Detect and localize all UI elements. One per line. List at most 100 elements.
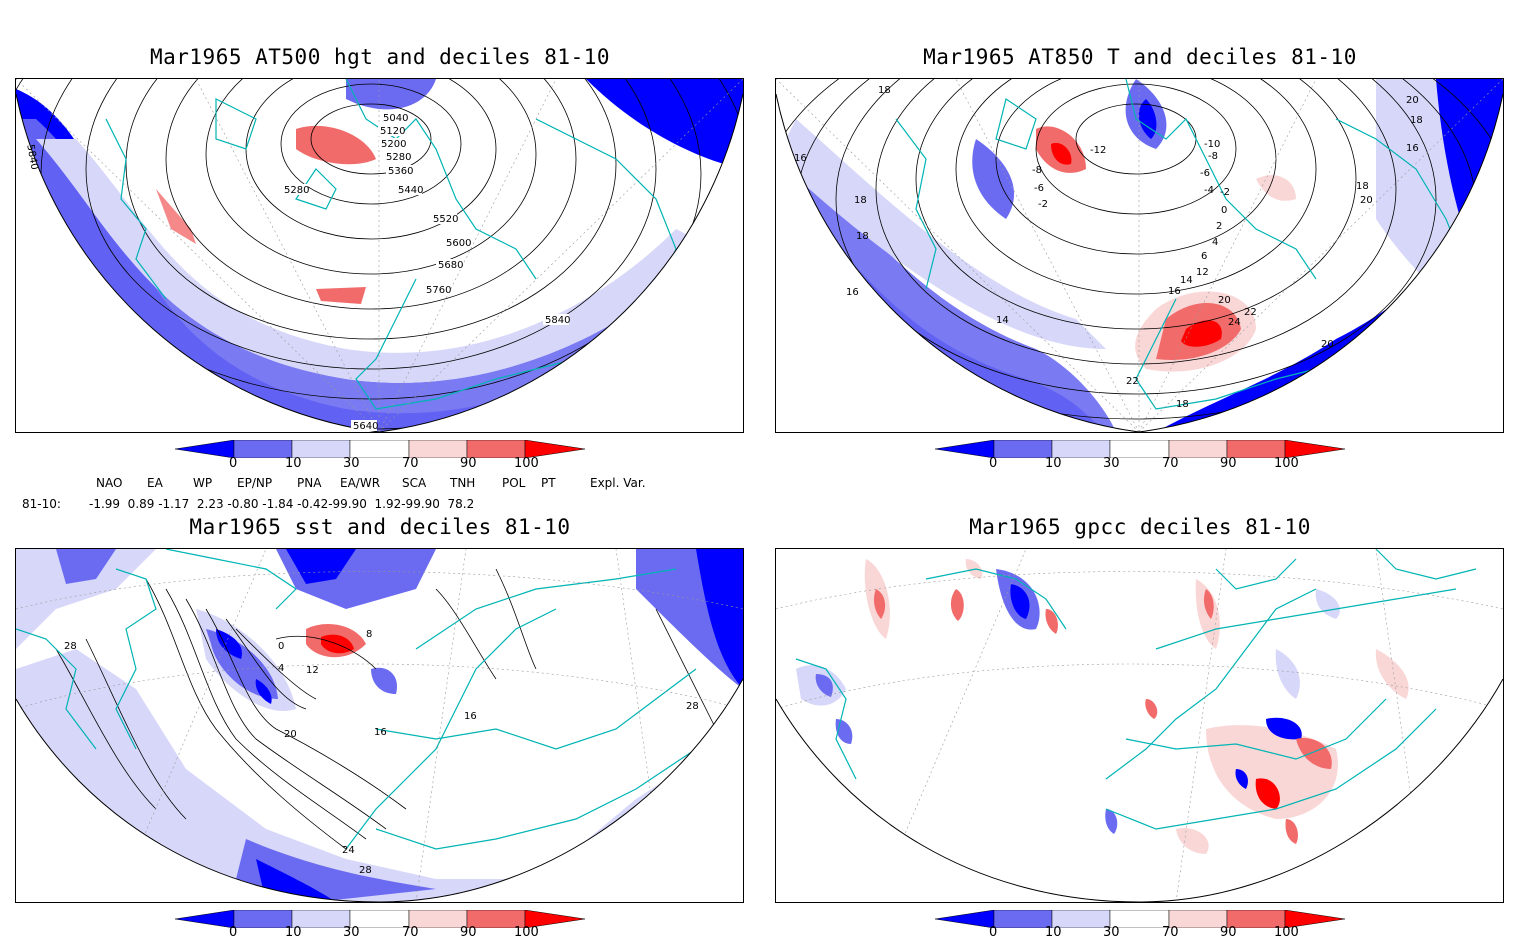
colorbar-tick: 70 xyxy=(402,456,419,471)
colorbar-tick: 90 xyxy=(460,456,477,471)
contour-label: 5120 xyxy=(380,126,405,137)
colorbar-tick: 70 xyxy=(1162,925,1179,940)
contour-label: -2 xyxy=(1038,199,1048,210)
map-panel-hgt500: 5040 5120 5200 5280 5360 5280 5440 5520 … xyxy=(15,78,744,433)
panel-title-hgt500: Mar1965 AT500 hgt and deciles 81-10 xyxy=(149,45,610,69)
index-header: SCA xyxy=(402,476,427,490)
colorbar-tick: 90 xyxy=(1220,456,1237,471)
contour-label: 5840 xyxy=(24,144,39,171)
colorbar-tick: 0 xyxy=(229,925,238,940)
contour-label: 28 xyxy=(359,865,372,876)
contour-label: 5040 xyxy=(383,113,408,124)
contour-label: 18 xyxy=(1356,181,1369,192)
contour-label: -12 xyxy=(1090,145,1106,156)
contour-label: 16 xyxy=(846,287,859,298)
contour-label: 0 xyxy=(1221,205,1227,216)
map-panel-gpcc xyxy=(775,548,1504,903)
colorbar-tick: 30 xyxy=(343,925,360,940)
contour-label: 20 xyxy=(1321,339,1334,350)
contour-label: 8 xyxy=(366,629,372,640)
contour-label: 5200 xyxy=(381,139,406,150)
map-panel-sst: 28 0 4 8 12 16 20 24 28 16 28 xyxy=(15,548,744,903)
colorbar-tick: 0 xyxy=(989,456,998,471)
colorbar-tick: 100 xyxy=(1274,925,1299,940)
contour-label: 20 xyxy=(1360,195,1373,206)
contour-label: -2 xyxy=(1220,187,1230,198)
contour-label: -6 xyxy=(1034,183,1044,194)
contour-label: 16 xyxy=(464,711,477,722)
contour-label: 20 xyxy=(1406,95,1419,106)
colorbar-bottom-right: 0 10 30 70 90 100 xyxy=(934,909,1346,940)
colorbar-tick: 90 xyxy=(460,925,477,940)
contour-label: 5600 xyxy=(446,238,471,249)
contour-label: 18 xyxy=(854,195,867,206)
contour-label: 16 xyxy=(794,153,807,164)
contour-label: 22 xyxy=(1126,376,1139,387)
contour-label: 16 xyxy=(1168,286,1181,297)
contour-label: 5360 xyxy=(388,166,413,177)
colorbar-tick: 100 xyxy=(514,456,539,471)
contour-label: 20 xyxy=(284,729,297,740)
contour-label: -8 xyxy=(1208,151,1218,162)
contour-label: 28 xyxy=(686,701,699,712)
contour-label: 2 xyxy=(1216,221,1222,232)
colorbar-tick: 30 xyxy=(343,456,360,471)
contour-label: 16 xyxy=(374,727,387,738)
colorbar-tick: 90 xyxy=(1220,925,1237,940)
contour-label: 14 xyxy=(996,315,1009,326)
index-row-label: 81-10: xyxy=(22,497,61,511)
contour-label: -10 xyxy=(1204,139,1220,150)
contour-label: 12 xyxy=(1196,267,1209,278)
index-header: EP/NP xyxy=(237,476,273,490)
colorbar-tick: 70 xyxy=(402,925,419,940)
contour-label: -6 xyxy=(1200,168,1210,179)
colorbar-tick: 100 xyxy=(514,925,539,940)
contour-label: 0 xyxy=(278,641,284,652)
contour-label: 5640 xyxy=(353,421,378,432)
colorbar-tick: 30 xyxy=(1103,925,1120,940)
colorbar-tick: 70 xyxy=(1162,456,1179,471)
contour-label: 18 xyxy=(1410,115,1423,126)
panel-title-t850: Mar1965 AT850 T and deciles 81-10 xyxy=(923,45,1357,69)
index-header: POL xyxy=(502,476,526,490)
contour-label: 4 xyxy=(1212,237,1218,248)
contour-label: 16 xyxy=(1406,143,1419,154)
colorbar-tick: 30 xyxy=(1103,456,1120,471)
contour-label: 5680 xyxy=(438,260,463,271)
contour-label: 5520 xyxy=(433,214,458,225)
contour-label: 18 xyxy=(878,85,891,96)
index-header: PT xyxy=(541,476,556,490)
colorbar-tick: 0 xyxy=(989,925,998,940)
index-header: TNH xyxy=(450,476,476,490)
contour-label: 28 xyxy=(64,641,77,652)
index-header: EA/WR xyxy=(340,476,381,490)
colorbar-tick: 10 xyxy=(1045,925,1062,940)
contour-label: 4 xyxy=(278,663,284,674)
index-header: NAO xyxy=(96,476,123,490)
index-header: EA xyxy=(147,476,163,490)
index-header: WP xyxy=(193,476,213,490)
contour-label: 14 xyxy=(1180,275,1193,286)
colorbar-tick: 10 xyxy=(285,925,302,940)
contour-label: -8 xyxy=(1032,165,1042,176)
contour-label: -4 xyxy=(1204,185,1214,196)
map-panel-t850: 18 16 -8 -6 -2 -12 -10 -8 -6 -4 -2 0 2 4… xyxy=(775,78,1504,433)
contour-label: 22 xyxy=(1244,307,1257,318)
index-row-values: -1.99 0.89 -1.17 2.23 -0.80 -1.84 -0.42-… xyxy=(89,497,475,511)
contour-label: 12 xyxy=(306,665,319,676)
contour-label: 6 xyxy=(1201,251,1207,262)
contour-label: 5280 xyxy=(386,152,411,163)
colorbar-tick: 0 xyxy=(229,456,238,471)
colorbar-top-right: 0 10 30 70 90 100 xyxy=(934,439,1346,472)
index-header: PNA xyxy=(297,476,322,490)
panel-title-sst: Mar1965 sst and deciles 81-10 xyxy=(189,515,571,539)
colorbar-top-left: 0 10 30 70 90 100 xyxy=(174,439,586,472)
contour-label: 24 xyxy=(1228,317,1241,328)
contour-label: 20 xyxy=(1218,295,1231,306)
colorbar-bottom-left: 0 10 30 70 90 100 xyxy=(174,909,586,940)
contour-label: 5280 xyxy=(284,185,309,196)
contour-label: 5760 xyxy=(426,285,451,296)
index-header: Expl. Var. xyxy=(590,476,646,490)
contour-label: 24 xyxy=(342,845,355,856)
colorbar-tick: 100 xyxy=(1274,456,1299,471)
